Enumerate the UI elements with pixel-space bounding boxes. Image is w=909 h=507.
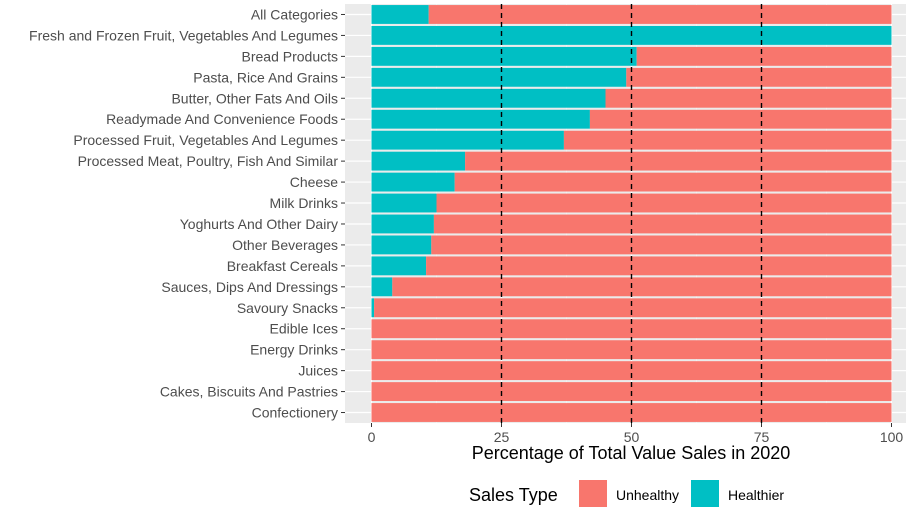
y-tick-label: Cakes, Biscuits And Pastries — [160, 384, 338, 400]
y-tick-label: Fresh and Frozen Fruit, Vegetables And L… — [29, 27, 338, 43]
bar-healthier — [371, 130, 564, 150]
y-tick-label: Readymade And Convenience Foods — [106, 111, 338, 127]
bars — [371, 5, 892, 422]
bar-unhealthy — [636, 46, 892, 66]
y-tick-label: Bread Products — [242, 48, 339, 64]
y-tick-label: Juices — [298, 363, 338, 379]
bar-unhealthy — [605, 88, 892, 108]
bar-unhealthy — [428, 5, 892, 24]
bar-healthier — [371, 151, 466, 171]
bar-unhealthy — [431, 235, 892, 255]
y-tick-label: Breakfast Cereals — [227, 258, 338, 274]
legend-label: Unhealthy — [616, 487, 679, 503]
y-tick-label: Yoghurts And Other Dairy — [180, 216, 338, 232]
legend-label: Healthier — [728, 487, 784, 503]
bar-healthier — [371, 46, 637, 66]
bar-unhealthy — [626, 67, 892, 87]
x-tick-label: 0 — [368, 429, 376, 445]
bar-healthier — [371, 172, 455, 192]
legend: Sales Type Unhealthy Healthier — [469, 480, 784, 507]
y-tick-label: Pasta, Rice And Grains — [193, 69, 338, 85]
y-axis: All Categories Fresh and Frozen Fruit, Ve… — [29, 6, 345, 421]
y-tick-label: Confectionery — [252, 405, 338, 421]
legend-key — [579, 480, 607, 507]
plot-panel — [345, 4, 906, 423]
bar-healthier — [371, 67, 627, 87]
x-tick-label: 25 — [494, 429, 510, 445]
y-tick-label: Edible Ices — [270, 321, 338, 337]
y-tick-label: Processed Meat, Poultry, Fish And Simila… — [78, 153, 339, 169]
y-tick-label: Cheese — [290, 174, 338, 190]
bar-unhealthy — [454, 172, 892, 192]
bar-healthier — [371, 277, 393, 297]
bar-healthier — [371, 235, 432, 255]
x-tick-label: 100 — [880, 429, 904, 445]
legend-title: Sales Type — [469, 485, 558, 505]
x-axis: 0 25 50 75 100 — [368, 423, 904, 445]
y-tick-label: Milk Drinks — [270, 195, 338, 211]
bar-unhealthy — [426, 256, 892, 276]
bar-healthier — [371, 5, 429, 24]
bar-unhealthy — [433, 214, 892, 234]
legend-key — [691, 480, 719, 507]
bar-unhealthy — [374, 298, 892, 318]
bar-healthier — [371, 109, 590, 129]
reference-lines — [500, 4, 763, 423]
x-tick-label: 50 — [624, 429, 640, 445]
bar-healthier — [371, 298, 375, 318]
bar-unhealthy — [465, 151, 892, 171]
x-axis-title: Percentage of Total Value Sales in 2020 — [472, 443, 791, 463]
bar-unhealthy — [436, 193, 892, 213]
x-tick-label: 75 — [754, 429, 770, 445]
bar-healthier — [371, 193, 437, 213]
bar-healthier — [371, 214, 434, 234]
y-tick-label: All Categories — [251, 6, 338, 22]
y-tick-label: Other Beverages — [232, 237, 338, 253]
y-tick-label: Processed Fruit, Vegetables And Legumes — [73, 132, 338, 148]
y-tick-label: Butter, Other Fats And Oils — [171, 90, 338, 106]
bar-healthier — [371, 256, 427, 276]
y-tick-label: Energy Drinks — [250, 342, 338, 358]
bar-unhealthy — [589, 109, 892, 129]
y-tick-label: Sauces, Dips And Dressings — [161, 279, 338, 295]
bar-healthier — [371, 88, 606, 108]
bar-unhealthy — [392, 277, 892, 297]
bar-unhealthy — [563, 130, 892, 150]
y-tick-label: Savoury Snacks — [237, 300, 338, 316]
